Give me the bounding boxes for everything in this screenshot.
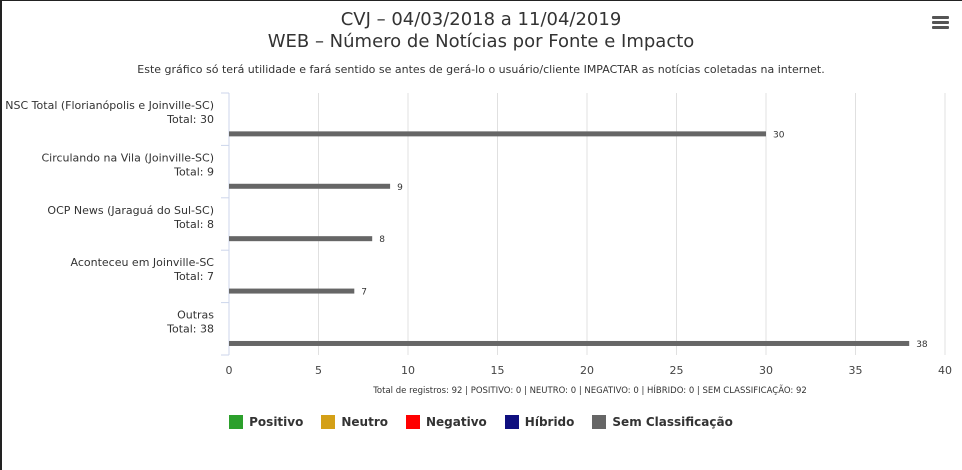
x-tick-label: 35 [849,364,863,377]
data-label: 8 [379,235,385,245]
chart-title: CVJ – 04/03/2018 a 11/04/2019 [340,9,622,30]
category-total-label: Total: 8 [173,218,214,231]
legend-item[interactable]: Neutro [321,415,388,429]
chart-subtitle: Este gráfico só terá utilidade e fará se… [137,63,825,76]
legend-label: Neutro [341,415,388,429]
legend-label: Híbrido [524,415,575,429]
category-label: Outras [177,309,214,322]
x-tick-label: 30 [759,364,773,377]
legend-item[interactable]: Híbrido [504,415,575,429]
legend-swatch [229,415,244,429]
legend-item[interactable]: Negativo [405,415,487,429]
legend-swatch [592,415,607,429]
x-tick-label: 10 [401,364,415,377]
legend-label: Negativo [425,415,487,429]
category-total-label: Total: 30 [166,113,214,126]
x-tick-label: 15 [491,364,505,377]
legend-label: Sem Classificação [612,415,733,429]
bar-sem-classifica-o [229,236,373,242]
legend-swatch [321,415,336,429]
bar-sem-classifica-o [229,183,391,189]
category-label: OCP News (Jaraguá do Sul-SC) [47,204,214,217]
bar-sem-classifica-o [229,288,355,294]
chart-title-line-2: WEB – Número de Notícias por Fonte e Imp… [267,31,695,52]
bar-sem-classifica-o [229,340,910,346]
category-total-label: Total: 9 [173,165,214,178]
data-label: 9 [397,183,403,193]
category-total-label: Total: 7 [173,270,214,283]
legend-item[interactable]: Positivo [229,415,303,429]
x-tick-label: 40 [938,364,952,377]
category-label: NSC Total (Florianópolis e Joinville-SC) [5,99,214,112]
legend-swatch [405,415,420,429]
category-total-label: Total: 38 [166,323,214,336]
x-tick-label: 5 [315,364,322,377]
x-tick-label: 0 [226,364,233,377]
data-label: 30 [773,130,785,140]
legend-item[interactable]: Sem Classificação [592,415,733,429]
legend: Positivo Neutro Negativo Híbrido Sem Classif… [0,415,962,429]
legend-label: Positivo [249,415,304,429]
legend-swatch [504,415,519,429]
x-tick-label: 20 [580,364,594,377]
category-label: Aconteceu em Joinville-SC [70,256,214,269]
bar-sem-classifica-o [229,131,766,137]
hamburger-menu-icon[interactable] [932,16,949,30]
category-label: Circulando na Vila (Joinville-SC) [41,151,214,164]
data-label: 7 [361,288,367,298]
x-tick-label: 25 [670,364,684,377]
x-axis-label: Total de registros: 92 | POSITIVO: 0 | N… [372,384,807,396]
data-label: 38 [916,340,928,350]
